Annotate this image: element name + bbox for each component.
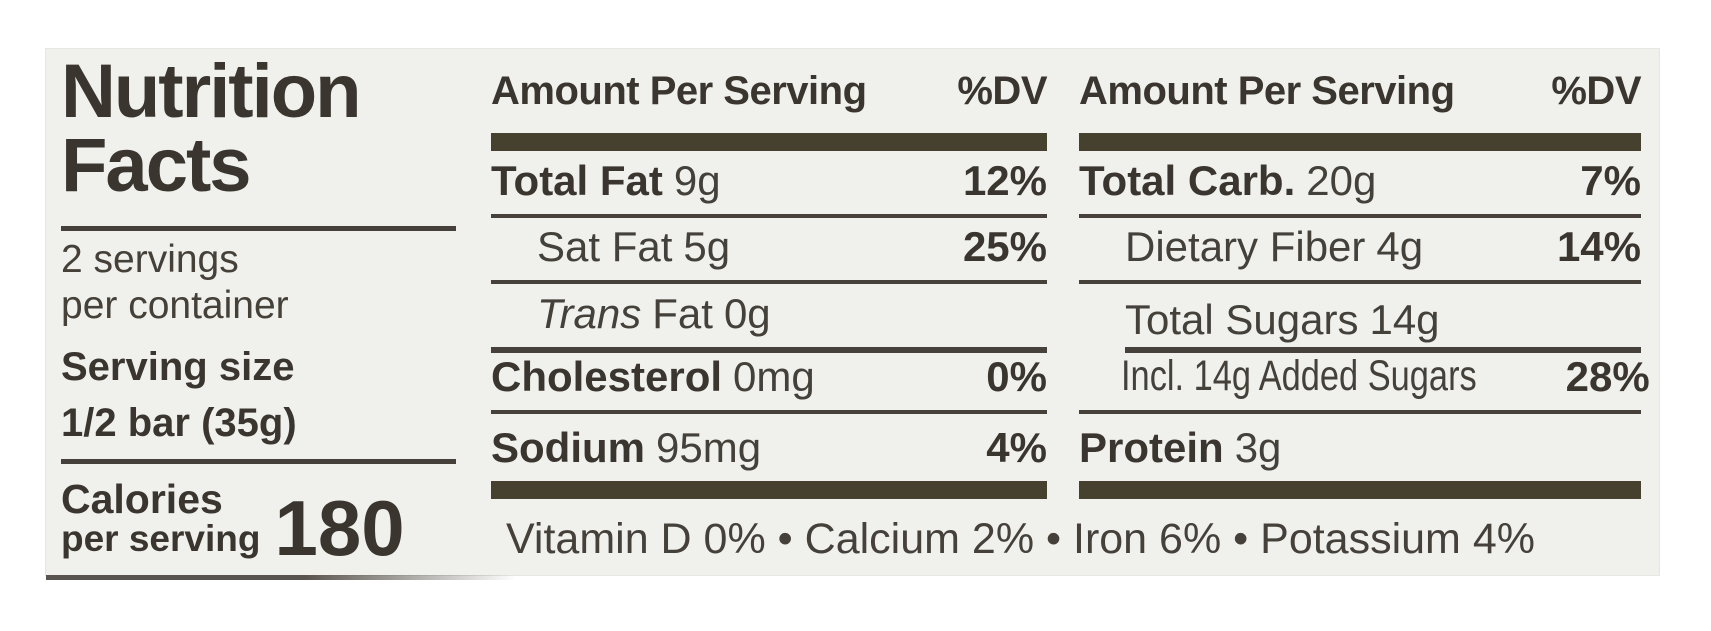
- label-bottom-edge: [46, 575, 516, 580]
- total-carb-amount: 20g: [1306, 157, 1377, 204]
- thick-rule: [491, 481, 1047, 499]
- row-added-sugars: Incl. 14g Added Sugars 28%: [1079, 352, 1650, 414]
- micronutrients-line: Vitamin D 0% • Calcium 2% • Iron 6% • Po…: [506, 515, 1535, 563]
- row-dietary-fiber: Dietary Fiber 4g 14%: [1079, 218, 1641, 284]
- carb-column-header: Amount Per Serving %DV: [1079, 69, 1641, 114]
- protein-amount: 3g: [1234, 424, 1282, 471]
- row-protein: Protein 3g: [1079, 414, 1641, 481]
- percent-dv-heading: %DV: [1551, 69, 1641, 113]
- carb-column: Amount Per Serving %DV Total Carb. 20g 7%…: [1079, 49, 1650, 575]
- total-sugars-name: Total Sugars: [1125, 296, 1359, 343]
- fat-column-header: Amount Per Serving %DV: [491, 69, 1047, 114]
- row-sat-fat: Sat Fat 5g 25%: [491, 218, 1047, 284]
- calories-label: Calories per serving: [61, 479, 260, 559]
- row-total-fat: Total Fat 9g 12%: [491, 151, 1047, 218]
- sat-fat-name: Sat Fat: [537, 223, 673, 270]
- dietary-fiber-dv: 14%: [1556, 223, 1641, 270]
- calories-label-line-2: per serving: [61, 518, 261, 559]
- carb-rows: Total Carb. 20g 7% Dietary Fiber 4g 14% To…: [1079, 151, 1650, 481]
- servings-per-container: 2 servings per container: [61, 237, 289, 329]
- dietary-fiber-name: Dietary Fiber: [1125, 223, 1366, 270]
- trans-fat-name: Fat: [652, 290, 713, 337]
- label-title: Nutrition Facts: [61, 49, 362, 208]
- cholesterol-amount: 0mg: [733, 353, 815, 400]
- added-sugars-name: Incl. 14g Added Sugars: [1121, 352, 1477, 400]
- thick-rule: [1079, 133, 1641, 151]
- amount-per-serving-heading: Amount Per Serving: [491, 69, 867, 113]
- cholesterol-name: Cholesterol: [491, 353, 723, 400]
- calories-value: 180: [274, 484, 405, 572]
- title-line-2: Facts: [61, 123, 252, 208]
- fat-rows: Total Fat 9g 12% Sat Fat 5g 25% Trans Fat 0g…: [491, 151, 1047, 481]
- thick-rule: [491, 133, 1047, 151]
- indented-rule: [1125, 347, 1641, 353]
- sodium-dv: 4%: [986, 424, 1047, 471]
- trans-fat-name-italic: Trans: [537, 290, 642, 337]
- summary-column: Nutrition Facts 2 servings per container…: [61, 49, 461, 575]
- serving-size-label: Serving size: [61, 345, 295, 389]
- row-trans-fat: Trans Fat 0g: [491, 284, 1047, 353]
- fat-column: Amount Per Serving %DV Total Fat 9g 12% S…: [491, 49, 1047, 575]
- sat-fat-amount: 5g: [683, 223, 731, 270]
- nutrition-facts-label: Nutrition Facts 2 servings per container…: [45, 48, 1660, 580]
- total-carb-dv: 7%: [1580, 157, 1641, 204]
- divider: [61, 226, 456, 231]
- serving-size-value: 1/2 bar (35g): [61, 401, 297, 445]
- amount-per-serving-heading: Amount Per Serving: [1079, 69, 1455, 113]
- row-total-sugars: Total Sugars 14g: [1079, 284, 1641, 353]
- divider: [61, 459, 456, 464]
- sat-fat-dv: 25%: [962, 223, 1047, 270]
- total-carb-name: Total Carb.: [1079, 157, 1296, 204]
- calories-row: Calories per serving 180: [61, 469, 405, 572]
- total-fat-name: Total Fat: [491, 157, 663, 204]
- cholesterol-dv: 0%: [986, 353, 1047, 400]
- percent-dv-heading: %DV: [957, 69, 1047, 113]
- row-total-carb: Total Carb. 20g 7%: [1079, 151, 1641, 218]
- title-line-1: Nutrition: [61, 49, 362, 134]
- row-sodium: Sodium 95mg 4%: [491, 414, 1047, 481]
- servings-line-2: per container: [61, 284, 289, 327]
- protein-name: Protein: [1079, 424, 1224, 471]
- total-fat-amount: 9g: [673, 157, 721, 204]
- sodium-name: Sodium: [491, 424, 645, 471]
- sodium-amount: 95mg: [656, 424, 762, 471]
- total-sugars-amount: 14g: [1369, 296, 1440, 343]
- servings-line-1: 2 servings: [61, 238, 239, 281]
- serving-size: Serving size 1/2 bar (35g): [61, 339, 297, 451]
- added-sugars-dv: 28%: [1565, 353, 1650, 400]
- thick-rule: [1079, 481, 1641, 499]
- trans-fat-amount: 0g: [723, 290, 771, 337]
- calories-label-line-1: Calories: [61, 476, 223, 522]
- row-cholesterol: Cholesterol 0mg 0%: [491, 353, 1047, 414]
- dietary-fiber-amount: 4g: [1376, 223, 1424, 270]
- total-fat-dv: 12%: [962, 157, 1047, 204]
